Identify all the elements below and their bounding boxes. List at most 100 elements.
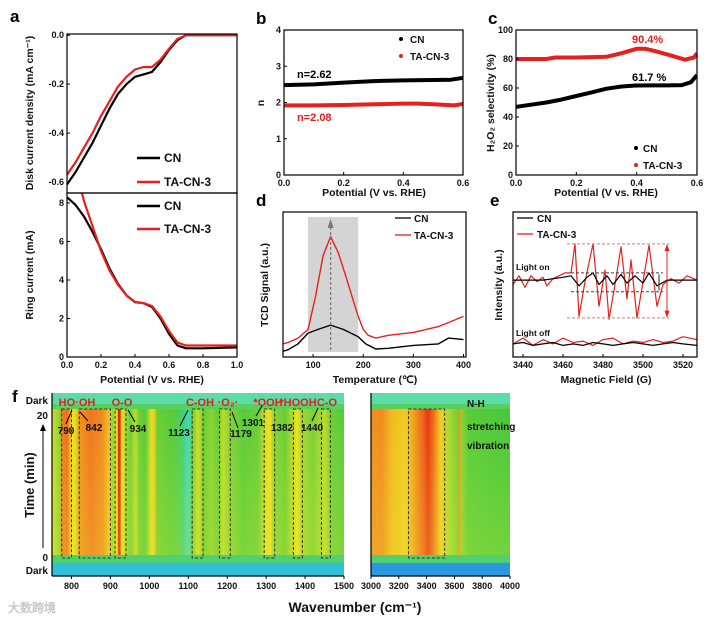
highlight-region <box>308 217 359 352</box>
b-ylabel: n <box>255 100 267 106</box>
dark-strip-top <box>52 393 344 404</box>
f-ytick-20: 20 <box>37 411 49 422</box>
band-box <box>218 408 231 559</box>
f-ytick-dark-bottom: Dark <box>26 566 49 577</box>
band-box <box>61 408 72 559</box>
peak-label: 1382 <box>271 423 294 434</box>
chart-c: 0.0 0.2 0.4 0.6 0 20 40 60 80 100 <box>498 25 703 188</box>
peak-arrow <box>231 411 239 429</box>
x-tick-label: 1200 <box>217 581 237 591</box>
y-tick-label: 20 <box>503 141 513 151</box>
plot-frame <box>512 211 698 358</box>
peak-label: 790 <box>58 426 75 437</box>
x-tick-label: 0.8 <box>197 360 210 370</box>
f-right-annotation: N-H stretching vibration <box>467 399 515 452</box>
series-ta-cn-3 <box>516 46 697 62</box>
nh-label: stretching <box>467 422 515 433</box>
series-cn <box>67 34 237 186</box>
peak-label: 1301 <box>242 418 265 429</box>
e-light-on-label: Light on <box>516 262 550 272</box>
x-tick-label: 400 <box>456 360 471 370</box>
y-tick-label: 4 <box>276 25 281 35</box>
a-ring-legend: CN TA-CN-3 <box>137 199 211 236</box>
series-cn <box>284 75 463 88</box>
x-tick-label: 1000 <box>139 581 159 591</box>
x-tick-label: 900 <box>103 581 118 591</box>
x-tick-label: 0.4 <box>630 178 643 188</box>
chart-f_right: 3000 3200 3400 3600 3800 4000 <box>361 393 520 591</box>
a-xlabel: Potential (V vs. RHE) <box>100 374 204 386</box>
y-tick-label: 40 <box>503 112 513 122</box>
f-peak-labels: 790 842 934 1123 1179 1301 1382 1440 <box>58 418 324 440</box>
x-tick-label: 3400 <box>417 581 437 591</box>
f-time-arrowhead-icon <box>40 424 46 431</box>
panel-label-c: c <box>488 9 497 28</box>
series-group <box>67 193 237 350</box>
series-cn <box>516 73 697 109</box>
panel-label-d: d <box>256 191 266 210</box>
y-tick-label: 100 <box>498 25 513 35</box>
series-group <box>516 46 697 109</box>
x-tick-label: 800 <box>64 581 79 591</box>
y-tick-label: 1 <box>276 134 281 144</box>
species-label: C-O <box>317 397 338 409</box>
y-tick-label: 4 <box>59 275 64 285</box>
a-ring-ylabel: Ring current (mA) <box>24 230 36 319</box>
x-tick-label: 0.2 <box>570 178 583 188</box>
peak-arrow <box>79 411 89 422</box>
e-ylabel: Intensity (a.u.) <box>493 249 505 320</box>
y-tick-label: 80 <box>503 54 513 64</box>
legend-label-ta: TA-CN-3 <box>537 230 577 241</box>
legend-marker-ta <box>634 163 638 167</box>
x-tick-label: 0.0 <box>510 178 523 188</box>
x-tick-label: 3480 <box>593 360 613 370</box>
legend-label-ta: TA-CN-3 <box>414 231 454 242</box>
f-species-labels: HO·OH O-O C-OH ·O₂· *OOH *HOOH C-O <box>59 397 338 409</box>
series-cn <box>67 196 237 350</box>
b-annotation-cn: n=2.62 <box>297 69 332 81</box>
legend-marker-ta <box>399 54 403 58</box>
f-peak-arrows <box>65 405 319 429</box>
peak-label: 1123 <box>168 428 190 439</box>
species-label: C-OH <box>186 397 214 409</box>
chart-b: 0.0 0.2 0.4 0.6 0 1 2 3 4 <box>276 25 469 188</box>
x-tick-label: 0.6 <box>691 178 704 188</box>
b-legend: CN TA-CN-3 <box>399 35 450 63</box>
y-tick-label: 0 <box>59 352 64 362</box>
peak-arrow <box>179 409 189 427</box>
y-tick-label: 2 <box>59 314 64 324</box>
x-tick-label: 100 <box>306 360 321 370</box>
chart-d: 100 200 300 400 <box>282 211 471 370</box>
panel-label-a: a <box>10 7 20 26</box>
x-tick-label: 0.4 <box>397 178 410 188</box>
species-label: HO·OH <box>59 397 96 409</box>
x-tick-label: 0.6 <box>163 360 176 370</box>
peak-arrow <box>255 405 263 417</box>
b-annotation-ta: n=2.08 <box>297 112 332 124</box>
heatmap-fade <box>371 409 510 555</box>
x-tick-label: 0.4 <box>129 360 142 370</box>
legend-marker-cn <box>634 146 638 150</box>
nh-label: N-H <box>467 399 485 410</box>
species-label: O-O <box>112 397 133 409</box>
x-tick-label: 1500 <box>334 581 354 591</box>
plot-frame <box>66 33 238 194</box>
heatmap-fade <box>52 409 344 555</box>
panel-label-b: b <box>256 9 266 28</box>
x-tick-label: 1300 <box>256 581 276 591</box>
legend-label-cn: CN <box>164 199 181 213</box>
series-ta-cn-3 <box>67 34 237 176</box>
a-disk-legend: CN TA-CN-3 <box>137 151 211 189</box>
peak-arrow <box>311 407 319 422</box>
legend-label-ta: TA-CN-3 <box>410 52 450 63</box>
panel-label-e: e <box>490 191 499 210</box>
y-tick-label: 2 <box>276 98 281 108</box>
c-ylabel: H₂O₂ selectivity (%) <box>485 54 497 152</box>
chart-f_left: 800 900 1000 1100 1200 1300 1400 1500 <box>51 393 354 591</box>
series-group <box>284 75 463 108</box>
y-tick-label: 60 <box>503 83 513 93</box>
series-ta-cn-3 <box>284 101 463 108</box>
e-legend: CN TA-CN-3 <box>517 214 577 241</box>
species-label: *HOOH <box>279 397 316 409</box>
series-ta-cn-3-light-off <box>513 336 697 346</box>
